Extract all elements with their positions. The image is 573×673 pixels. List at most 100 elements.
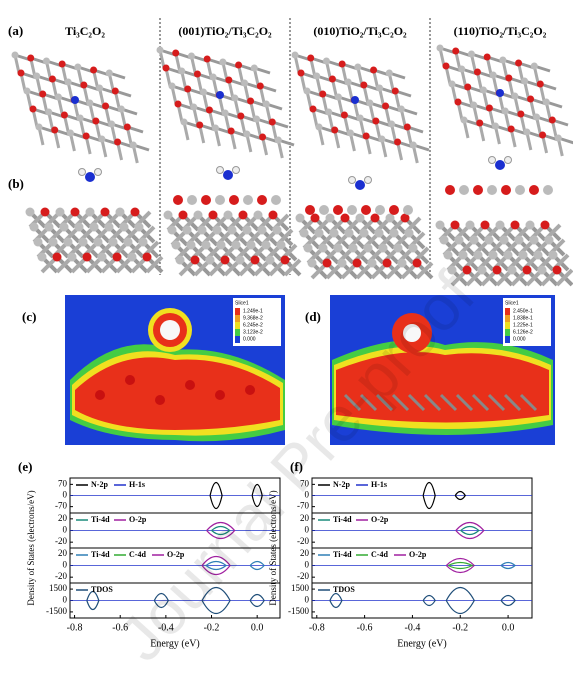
- bond: [471, 393, 490, 412]
- atom: [17, 69, 25, 77]
- atom: [450, 220, 460, 230]
- atom: [76, 114, 84, 122]
- bond: [145, 255, 164, 274]
- dos-curve: [86, 590, 100, 611]
- x-tick-label: -0.8: [309, 622, 325, 633]
- atom: [479, 86, 487, 94]
- atom: [382, 258, 392, 268]
- atom: [104, 222, 114, 232]
- atom: [394, 138, 402, 146]
- atom: [340, 111, 348, 119]
- dos-curve: [329, 592, 343, 609]
- atom: [229, 195, 239, 205]
- atom: [108, 120, 116, 128]
- atom: [63, 237, 73, 247]
- y-axis-label: Density of States (electrons/eV): [26, 490, 36, 605]
- atom: [25, 207, 35, 217]
- atom: [108, 237, 118, 247]
- atom: [37, 252, 47, 262]
- legend-label: C-4d: [129, 550, 146, 559]
- atom: [95, 390, 105, 400]
- atom: [329, 228, 339, 238]
- atom: [245, 385, 255, 395]
- atom: [257, 225, 267, 235]
- atom: [85, 207, 95, 217]
- x-tick-label: -0.6: [112, 622, 128, 633]
- atom: [515, 59, 523, 67]
- atom: [268, 118, 276, 126]
- atom: [190, 255, 200, 265]
- atom: [155, 395, 165, 405]
- atom: [436, 44, 444, 52]
- atom: [70, 207, 80, 217]
- atom: [82, 252, 92, 262]
- atom: [484, 235, 494, 245]
- atom: [129, 141, 137, 149]
- atom-h: [232, 166, 240, 174]
- atom: [521, 77, 529, 85]
- atom: [340, 213, 350, 223]
- atom: [185, 380, 195, 390]
- atom: [86, 99, 94, 107]
- atom: [280, 255, 290, 265]
- atom: [465, 220, 475, 230]
- atom-n: [223, 170, 233, 180]
- x-tick-label: 0.0: [502, 622, 515, 633]
- dos-curve: [445, 586, 475, 615]
- atom: [400, 213, 410, 223]
- bond: [343, 393, 362, 412]
- colorbar-swatch: [505, 329, 510, 336]
- dos-curve: [445, 557, 476, 574]
- bond: [555, 268, 573, 287]
- atom: [318, 243, 328, 253]
- bond: [487, 393, 506, 412]
- bond: [415, 261, 434, 280]
- atom: [272, 225, 282, 235]
- atom: [536, 80, 544, 88]
- bond: [391, 393, 410, 412]
- atom: [271, 195, 281, 205]
- atom: [469, 235, 479, 245]
- atom: [175, 255, 185, 265]
- atom: [334, 93, 342, 101]
- atom: [485, 104, 493, 112]
- atom: [319, 90, 327, 98]
- atom: [514, 235, 524, 245]
- legend-label: TDOS: [333, 585, 355, 594]
- atom: [322, 258, 332, 268]
- atom: [82, 132, 90, 140]
- column-header: Ti₃C₂O₂: [65, 24, 105, 38]
- bond: [407, 393, 426, 412]
- atom: [331, 126, 339, 134]
- atom: [361, 205, 371, 215]
- atom: [542, 98, 550, 106]
- atom: [205, 255, 215, 265]
- bond: [455, 393, 474, 412]
- atom: [261, 240, 271, 250]
- atom: [215, 195, 225, 205]
- atom: [360, 81, 368, 89]
- atom: [355, 213, 365, 223]
- atom: [375, 205, 385, 215]
- atom: [167, 225, 177, 235]
- colorbar-bg: [233, 298, 281, 346]
- dos-curve: [201, 555, 231, 576]
- atom: [265, 255, 275, 265]
- atom: [193, 70, 201, 78]
- dos-curve: [205, 560, 228, 571]
- atom-n: [71, 96, 79, 104]
- atom: [39, 90, 47, 98]
- atom: [29, 222, 39, 232]
- dos-curve: [500, 561, 517, 570]
- bond: [359, 393, 378, 412]
- atom: [374, 228, 384, 238]
- atom: [182, 225, 192, 235]
- y-tick-label: 1500: [291, 583, 310, 593]
- atom: [552, 265, 562, 275]
- atom: [201, 195, 211, 205]
- atom: [487, 185, 497, 195]
- atom: [515, 185, 525, 195]
- atom: [203, 55, 211, 63]
- atom: [256, 82, 264, 90]
- atom: [44, 222, 54, 232]
